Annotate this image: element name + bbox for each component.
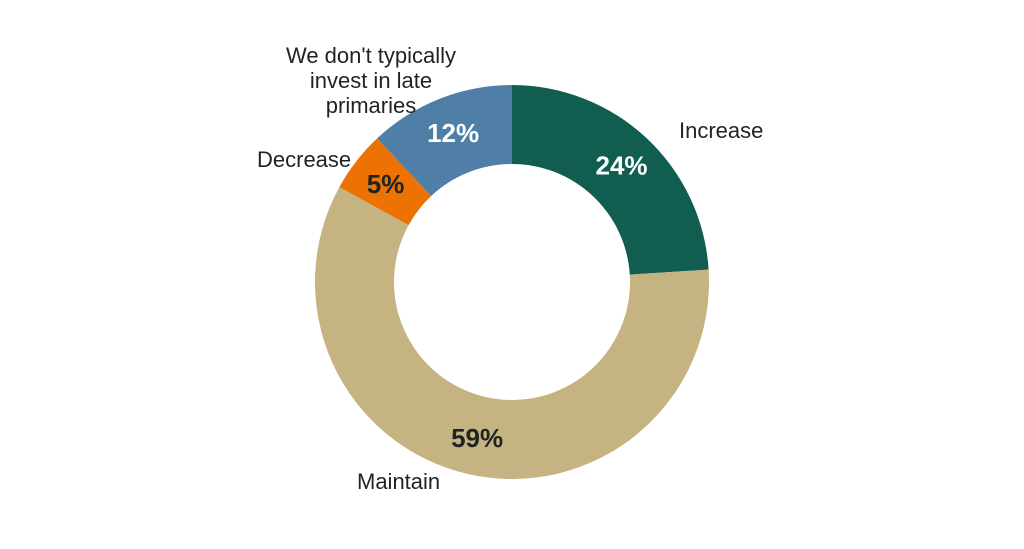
slice-label-late-primaries: We don't typically invest in late primar… — [285, 43, 457, 118]
slice-label-decrease: Decrease — [257, 147, 352, 172]
slice-value-label-1: 59% — [451, 423, 503, 453]
slice-label-increase: Increase — [679, 118, 764, 143]
slice-label-maintain: Maintain — [357, 469, 441, 494]
donut-slice-2 — [339, 138, 432, 226]
donut-slice-1 — [314, 187, 709, 480]
slice-value-label-2: 5% — [367, 169, 405, 199]
donut-slices-group: 24% 59% 5% 12% — [314, 85, 709, 480]
slice-value-label-3: 12% — [427, 118, 479, 148]
donut-slice-3 — [377, 85, 512, 196]
donut-slice-0 — [512, 85, 709, 275]
slice-value-label-0: 24% — [596, 150, 648, 180]
